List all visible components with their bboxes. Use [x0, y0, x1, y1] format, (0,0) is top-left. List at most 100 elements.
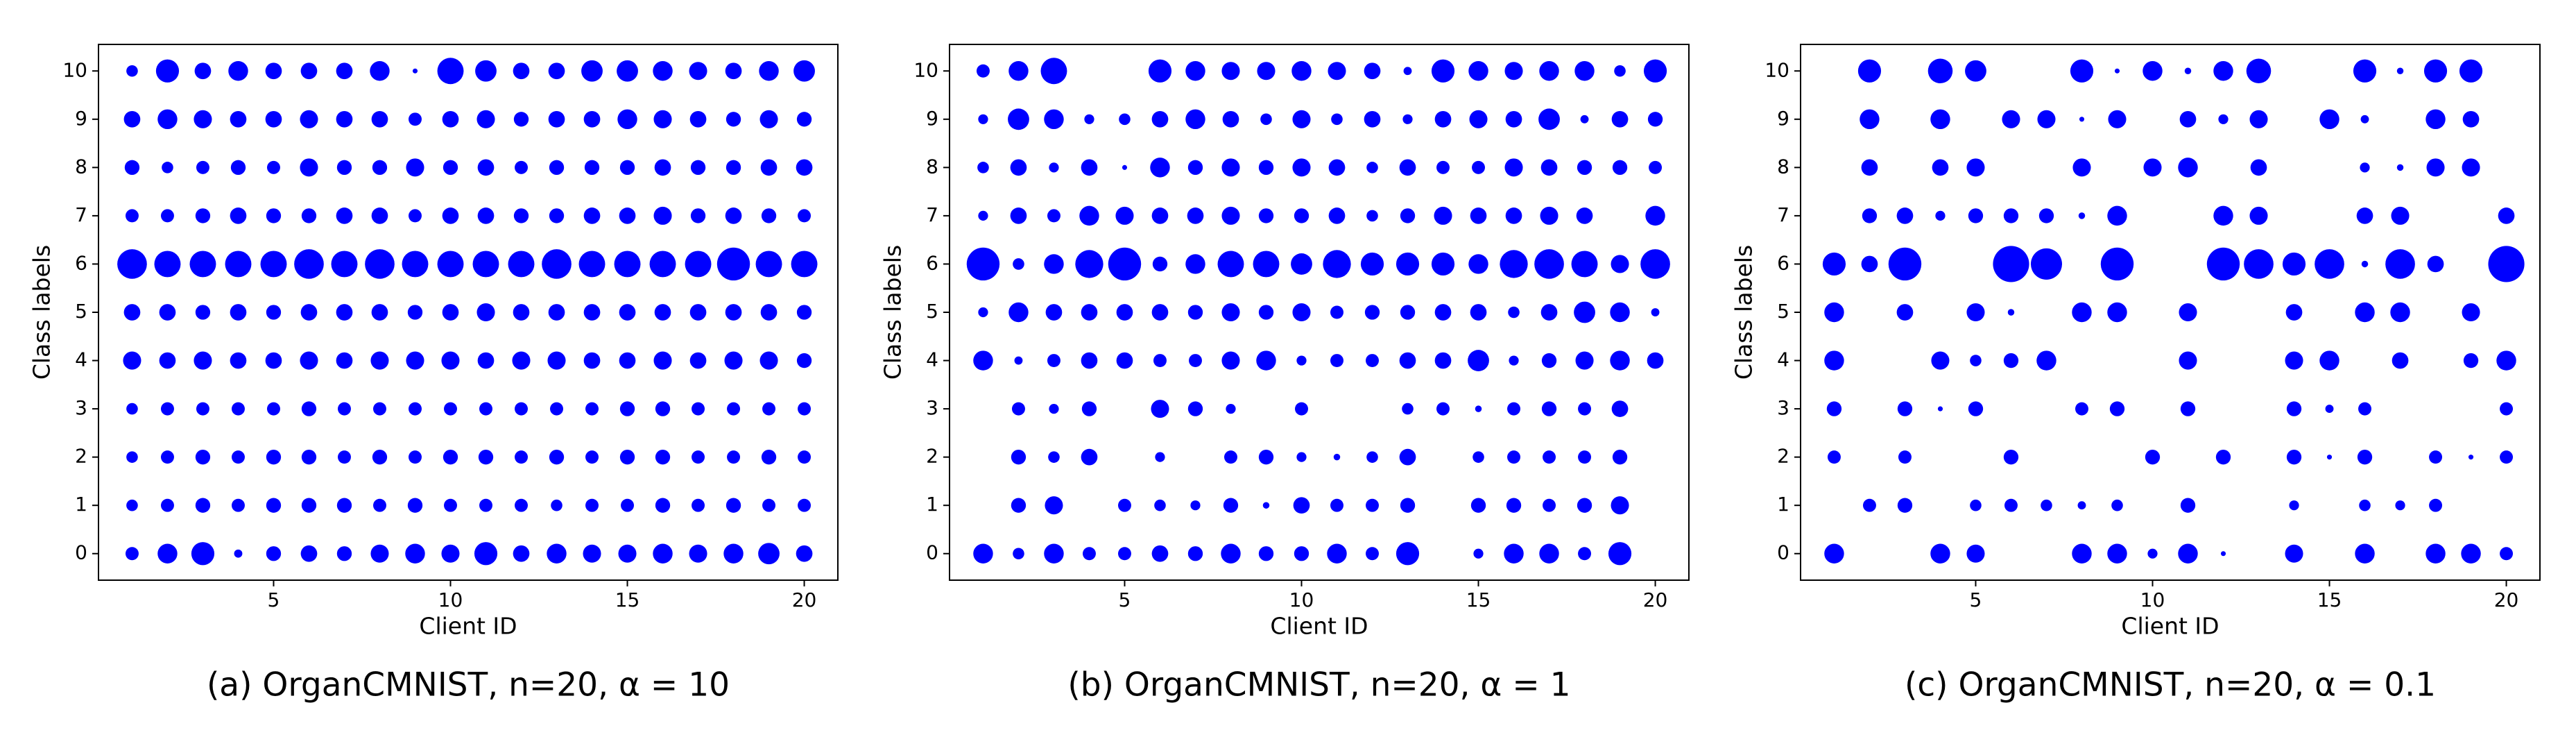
bubble: [1468, 61, 1488, 81]
bubble: [796, 112, 812, 127]
y-tick-label: 4: [75, 348, 87, 371]
bubble: [2488, 246, 2525, 282]
bubble: [437, 251, 464, 278]
bubble: [1047, 354, 1061, 368]
bubble: [1045, 496, 1063, 515]
bubble: [1862, 208, 1878, 223]
bubble: [1155, 452, 1165, 462]
bubble: [1047, 209, 1061, 223]
bubble: [370, 61, 390, 81]
bubble: [1965, 60, 1986, 82]
bubble: [973, 350, 993, 371]
bubble: [1504, 158, 1523, 177]
bubble: [1937, 406, 1943, 412]
bubble: [125, 209, 139, 223]
bubble: [760, 159, 778, 176]
y-tick-label: 3: [75, 396, 87, 419]
bubble: [2319, 109, 2339, 130]
bubble: [2423, 59, 2448, 83]
bubble: [1645, 205, 1665, 226]
bubble: [513, 112, 529, 127]
bubble: [585, 450, 599, 464]
bubble: [583, 352, 601, 369]
bubble: [336, 546, 352, 561]
bubble: [584, 160, 600, 176]
bubble: [1151, 304, 1169, 321]
bubble: [2220, 551, 2226, 557]
bubble: [618, 544, 637, 563]
bubble: [1011, 498, 1027, 513]
bubble: [655, 401, 671, 416]
bubble: [1824, 350, 1844, 371]
bubble: [1611, 255, 1629, 273]
y-tick-label: 2: [1777, 445, 1789, 468]
bubble: [1575, 351, 1594, 370]
bubble: [1292, 158, 1311, 177]
bubble: [798, 402, 812, 416]
bubble: [716, 247, 750, 281]
bubble: [1614, 65, 1626, 77]
bubble: [372, 160, 388, 176]
bubble: [2107, 543, 2127, 564]
y-tick-label: 8: [926, 155, 938, 178]
bubble: [2179, 110, 2197, 128]
bubble: [160, 402, 174, 416]
bubble: [228, 61, 248, 81]
bubble: [796, 159, 813, 176]
bubble: [444, 498, 457, 512]
bubble: [159, 304, 176, 321]
bubble: [1152, 256, 1168, 272]
bubble: [338, 402, 351, 416]
bubble: [437, 58, 464, 85]
bubble: [441, 544, 460, 563]
bubble: [1331, 113, 1343, 126]
bubble: [1327, 543, 1347, 564]
bubble: [1296, 452, 1307, 462]
bubble: [476, 303, 495, 322]
bubble: [1257, 62, 1276, 81]
bubble: [724, 351, 743, 370]
y-tick-label: 3: [926, 396, 938, 419]
bubble: [2037, 110, 2056, 128]
y-tick-label: 10: [62, 58, 87, 81]
bubble: [1008, 61, 1029, 81]
bubble: [265, 62, 282, 80]
bubble: [2358, 402, 2372, 416]
bubble: [655, 449, 671, 465]
bubble: [373, 498, 386, 512]
bubble: [1431, 252, 1455, 276]
bubble: [2077, 501, 2086, 510]
bubble: [1508, 306, 1520, 319]
bubble: [1888, 247, 1922, 281]
bubble: [1081, 401, 1097, 416]
bubble: [1643, 59, 1667, 83]
bubble: [1504, 543, 1524, 564]
bubble: [160, 498, 174, 512]
bubble: [723, 543, 744, 564]
bubble: [692, 402, 705, 416]
bubble: [1824, 302, 1844, 323]
bubble: [1333, 453, 1341, 461]
bubble: [300, 351, 318, 370]
bubble: [1010, 159, 1027, 176]
bubble: [583, 207, 601, 224]
x-tick-label: 15: [1466, 588, 1491, 611]
bubble: [1970, 355, 1982, 366]
bubble: [1226, 403, 1236, 414]
bubble: [1013, 548, 1024, 560]
bubble: [336, 498, 352, 513]
bubble: [2218, 114, 2229, 124]
bubble: [479, 498, 492, 512]
bubble: [189, 251, 216, 278]
bubble: [2357, 449, 2373, 465]
bubble: [1293, 497, 1310, 514]
bubble: [194, 351, 212, 370]
bubble: [1897, 401, 1913, 416]
bubble: [2500, 547, 2514, 561]
bubble: [1154, 499, 1166, 511]
bubble: [1190, 500, 1201, 511]
bubble: [1008, 108, 1029, 130]
bubble: [2213, 61, 2233, 81]
bubble: [1640, 249, 1670, 279]
